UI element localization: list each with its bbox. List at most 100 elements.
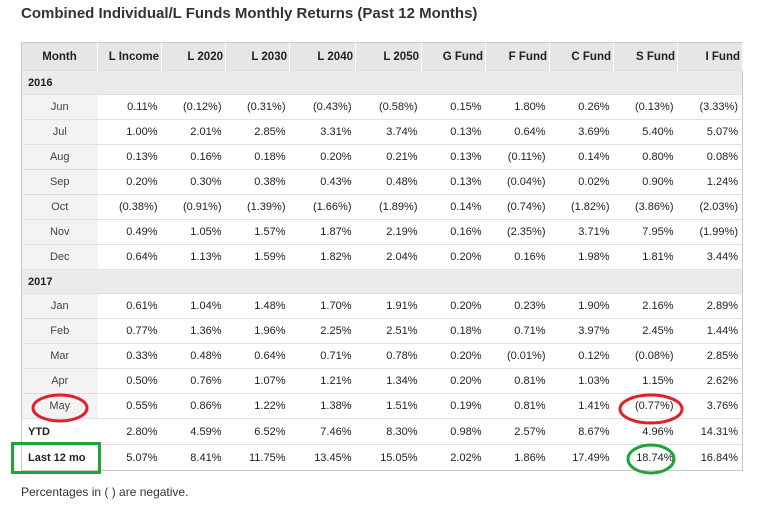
value-cell: 0.38% (225, 169, 290, 195)
value-cell: (2.03%) (677, 194, 743, 220)
table-body: 2016 Jun 0.11% (0.12%) (0.31%) (0.43%) (0.58%)… (21, 70, 743, 471)
value-cell: 0.64% (485, 119, 550, 145)
table-row: May 0.55% 0.86% 1.22% 1.38% 1.51% 0.19% 0.81% 1.… (21, 393, 743, 419)
value-cell: 1.90% (549, 293, 614, 319)
value-cell: (0.08%) (613, 343, 678, 369)
month-cell: Aug (21, 144, 98, 170)
value-cell: 1.15% (613, 368, 678, 394)
summary-row: Last 12 mo 5.07% 8.41% 11.75% 13.45% 15.05% 2.… (21, 444, 743, 471)
value-cell: 0.50% (97, 368, 162, 394)
value-cell: 0.64% (97, 244, 162, 270)
value-cell: 3.69% (549, 119, 614, 145)
value-cell: 0.18% (225, 144, 290, 170)
value-cell: 0.20% (421, 343, 486, 369)
value-cell: 0.81% (485, 368, 550, 394)
value-cell: 1.82% (289, 244, 356, 270)
value-cell: 0.61% (97, 293, 162, 319)
value-cell: 0.81% (485, 393, 550, 419)
table-row: Nov 0.49% 1.05% 1.57% 1.87% 2.19% 0.16% (2.35%)… (21, 219, 743, 245)
value-cell: 1.41% (549, 393, 614, 419)
summary-row: YTD 2.80% 4.59% 6.52% 7.46% 8.30% 0.98% 2.57% 8.… (21, 418, 743, 445)
summary-label: YTD (21, 418, 98, 445)
value-cell: 0.33% (97, 343, 162, 369)
month-cell: Feb (21, 318, 98, 344)
value-cell: 6.52% (225, 418, 290, 445)
value-cell: 2.01% (161, 119, 226, 145)
value-cell: 2.45% (613, 318, 678, 344)
value-cell: 1.81% (613, 244, 678, 270)
value-cell: 4.59% (161, 418, 226, 445)
year-row: 2017 (21, 269, 743, 294)
value-cell: 1.57% (225, 219, 290, 245)
value-cell: (0.13%) (613, 94, 678, 120)
value-cell: 0.14% (421, 194, 486, 220)
month-cell: Mar (21, 343, 98, 369)
value-cell: 1.07% (225, 368, 290, 394)
value-cell: 1.87% (289, 219, 356, 245)
value-cell: (0.12%) (161, 94, 226, 120)
value-cell: 2.51% (355, 318, 422, 344)
value-cell: 0.20% (421, 244, 486, 270)
value-cell: 0.80% (613, 144, 678, 170)
value-cell: 3.71% (549, 219, 614, 245)
value-cell: 0.16% (161, 144, 226, 170)
value-cell: 7.46% (289, 418, 356, 445)
value-cell: 18.74% (613, 444, 678, 471)
month-cell: Nov (21, 219, 98, 245)
value-cell: 1.48% (225, 293, 290, 319)
value-cell: 1.03% (549, 368, 614, 394)
value-cell: 2.16% (613, 293, 678, 319)
value-cell: 1.44% (677, 318, 743, 344)
value-cell: 0.13% (421, 144, 486, 170)
value-cell: 0.02% (549, 169, 614, 195)
value-cell: 1.70% (289, 293, 356, 319)
table-row: Jan 0.61% 1.04% 1.48% 1.70% 1.91% 0.20% 0.23% 1.… (21, 293, 743, 319)
value-cell: 2.85% (677, 343, 743, 369)
value-cell: 0.23% (485, 293, 550, 319)
value-cell: 1.98% (549, 244, 614, 270)
value-cell: 3.74% (355, 119, 422, 145)
value-cell: (1.82%) (549, 194, 614, 220)
year-label: 2017 (21, 269, 743, 294)
value-cell: (3.86%) (613, 194, 678, 220)
value-cell: 0.77% (97, 318, 162, 344)
value-cell: 0.26% (549, 94, 614, 120)
table-row: Aug 0.13% 0.16% 0.18% 0.20% 0.21% 0.13% (0.11%)… (21, 144, 743, 170)
value-cell: 0.13% (421, 119, 486, 145)
table-row: Jun 0.11% (0.12%) (0.31%) (0.43%) (0.58%) 0.15… (21, 94, 743, 120)
value-cell: 2.04% (355, 244, 422, 270)
value-cell: 0.20% (421, 293, 486, 319)
value-cell: 0.19% (421, 393, 486, 419)
value-cell: 2.19% (355, 219, 422, 245)
value-cell: 14.31% (677, 418, 743, 445)
col-header-l-2030: L 2030 (225, 42, 290, 71)
value-cell: 0.48% (161, 343, 226, 369)
value-cell: 3.97% (549, 318, 614, 344)
month-cell: May (21, 393, 98, 419)
value-cell: 0.08% (677, 144, 743, 170)
value-cell: 7.95% (613, 219, 678, 245)
table-header-row: Month L Income L 2020 L 2030 L 2040 L 2050 G F… (21, 42, 743, 71)
value-cell: (1.89%) (355, 194, 422, 220)
col-header-f-fund: F Fund (485, 42, 550, 71)
value-cell: 11.75% (225, 444, 290, 471)
value-cell: 0.55% (97, 393, 162, 419)
value-cell: 1.21% (289, 368, 356, 394)
month-cell: Jun (21, 94, 98, 120)
col-header-month: Month (21, 42, 98, 71)
value-cell: 2.80% (97, 418, 162, 445)
value-cell: 0.13% (421, 169, 486, 195)
returns-table: Month L Income L 2020 L 2030 L 2040 L 2050 G F… (21, 42, 743, 471)
value-cell: (2.35%) (485, 219, 550, 245)
value-cell: 0.30% (161, 169, 226, 195)
value-cell: 1.59% (225, 244, 290, 270)
value-cell: 3.76% (677, 393, 743, 419)
value-cell: 0.13% (97, 144, 162, 170)
value-cell: 2.89% (677, 293, 743, 319)
value-cell: 0.90% (613, 169, 678, 195)
value-cell: 0.20% (97, 169, 162, 195)
value-cell: 1.00% (97, 119, 162, 145)
value-cell: 2.02% (421, 444, 486, 471)
value-cell: 0.98% (421, 418, 486, 445)
value-cell: 5.40% (613, 119, 678, 145)
